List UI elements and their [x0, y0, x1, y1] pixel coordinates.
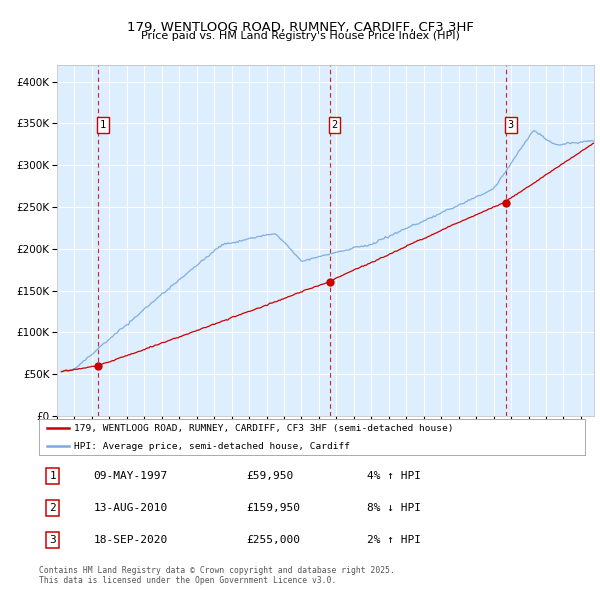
- Text: 4% ↑ HPI: 4% ↑ HPI: [367, 471, 421, 481]
- Text: 2: 2: [332, 120, 338, 130]
- Text: £159,950: £159,950: [247, 503, 301, 513]
- Text: 1: 1: [100, 120, 106, 130]
- Text: 09-MAY-1997: 09-MAY-1997: [94, 471, 168, 481]
- Text: HPI: Average price, semi-detached house, Cardiff: HPI: Average price, semi-detached house,…: [74, 442, 350, 451]
- Text: Price paid vs. HM Land Registry's House Price Index (HPI): Price paid vs. HM Land Registry's House …: [140, 31, 460, 41]
- Text: Contains HM Land Registry data © Crown copyright and database right 2025.
This d: Contains HM Land Registry data © Crown c…: [39, 566, 395, 585]
- Text: 179, WENTLOOG ROAD, RUMNEY, CARDIFF, CF3 3HF: 179, WENTLOOG ROAD, RUMNEY, CARDIFF, CF3…: [127, 21, 473, 34]
- Text: 2: 2: [49, 503, 56, 513]
- Text: 8% ↓ HPI: 8% ↓ HPI: [367, 503, 421, 513]
- Text: 2% ↑ HPI: 2% ↑ HPI: [367, 535, 421, 545]
- Text: 18-SEP-2020: 18-SEP-2020: [94, 535, 168, 545]
- Text: 1: 1: [49, 471, 56, 481]
- Text: £59,950: £59,950: [247, 471, 294, 481]
- Text: 3: 3: [508, 120, 514, 130]
- Text: £255,000: £255,000: [247, 535, 301, 545]
- Text: 3: 3: [49, 535, 56, 545]
- Text: 13-AUG-2010: 13-AUG-2010: [94, 503, 168, 513]
- Text: 179, WENTLOOG ROAD, RUMNEY, CARDIFF, CF3 3HF (semi-detached house): 179, WENTLOOG ROAD, RUMNEY, CARDIFF, CF3…: [74, 424, 454, 432]
